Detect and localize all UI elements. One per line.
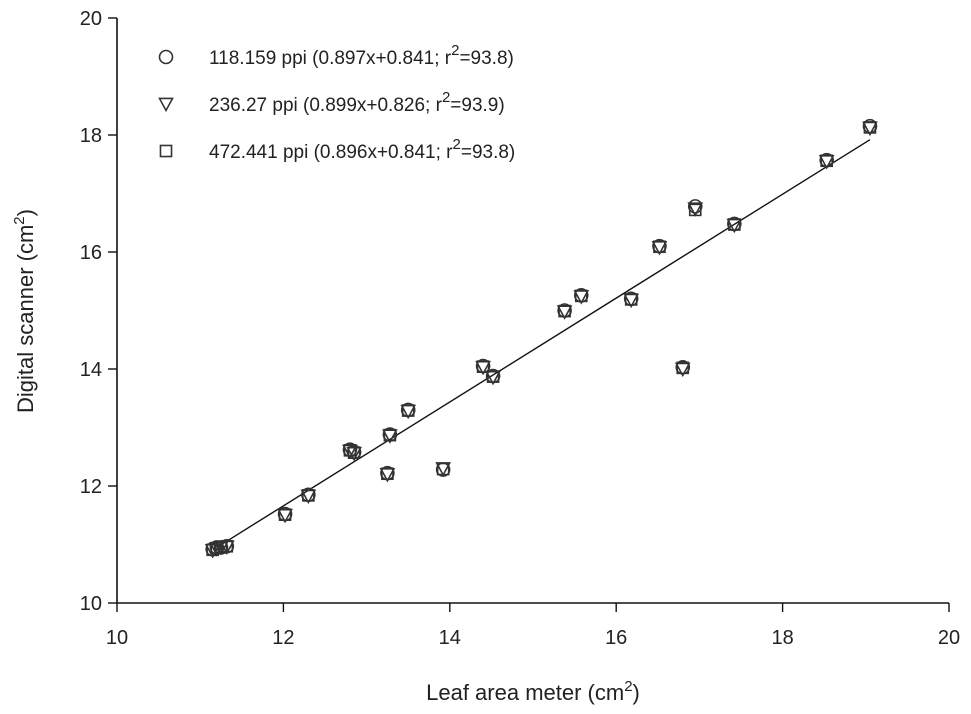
data-point-square	[278, 508, 292, 521]
y-tick-label: 10	[80, 593, 102, 615]
data-point-triangle-down	[687, 202, 704, 217]
y-tick-label: 20	[80, 8, 102, 30]
data-point-square	[343, 443, 357, 457]
y-tick-label: 18	[80, 125, 102, 147]
x-tick-label: 12	[272, 627, 294, 649]
data-point-triangle-down	[674, 362, 691, 378]
y-tick-label: 16	[80, 242, 102, 264]
legend-label-2: 236.27 ppi (0.899x+0.826; r2=93.9)	[209, 89, 505, 116]
data-point-square	[688, 203, 702, 217]
legend-label-3: 472.441 ppi (0.896x+0.841; r2=93.8)	[209, 136, 515, 163]
data-point-square	[863, 121, 877, 134]
axes: 10 12 14 16 18 20 10 12 14 16 18 20	[80, 8, 960, 649]
data-point-square	[624, 293, 638, 306]
x-tick-label: 16	[605, 627, 627, 649]
data-points	[204, 118, 878, 559]
data-point-square	[653, 240, 666, 254]
data-point-square	[574, 289, 588, 303]
legend-marker-circle	[158, 49, 174, 65]
x-tick-label: 18	[771, 627, 793, 649]
legend-label-1: 118.159 ppi (0.897x+0.841; r2=93.8)	[209, 42, 514, 69]
data-point-square	[558, 304, 571, 318]
x-tick-label: 14	[439, 627, 461, 649]
data-point-circle	[687, 199, 703, 214]
legend-marker-square	[159, 144, 173, 158]
data-point-square	[383, 428, 397, 442]
data-point-square	[486, 370, 500, 383]
legend: 118.159 ppi (0.897x+0.841; r2=93.8) 236.2…	[158, 42, 515, 163]
x-tick-label: 20	[938, 627, 960, 649]
x-tick-label: 10	[106, 627, 128, 649]
data-point-square	[728, 218, 741, 231]
series-3	[206, 121, 877, 557]
data-point-square	[381, 467, 394, 481]
legend-marker-triangle-down	[158, 97, 174, 113]
data-point-square	[347, 446, 361, 459]
y-axis-title: Digital scanner (cm2)	[11, 209, 38, 413]
data-point-square	[476, 360, 490, 373]
data-point-square	[302, 489, 315, 502]
y-tick-label: 14	[80, 359, 102, 381]
data-point-square	[206, 543, 220, 557]
x-axis-title: Leaf area meter (cm2)	[426, 678, 640, 705]
y-tick-label: 12	[80, 476, 102, 498]
regression-line	[216, 139, 871, 549]
data-point-square	[220, 539, 234, 553]
regression-line-group	[216, 139, 871, 549]
data-point-square	[676, 361, 690, 375]
data-point-square	[401, 404, 415, 417]
data-point-square	[820, 154, 834, 168]
data-point-square	[436, 462, 450, 476]
